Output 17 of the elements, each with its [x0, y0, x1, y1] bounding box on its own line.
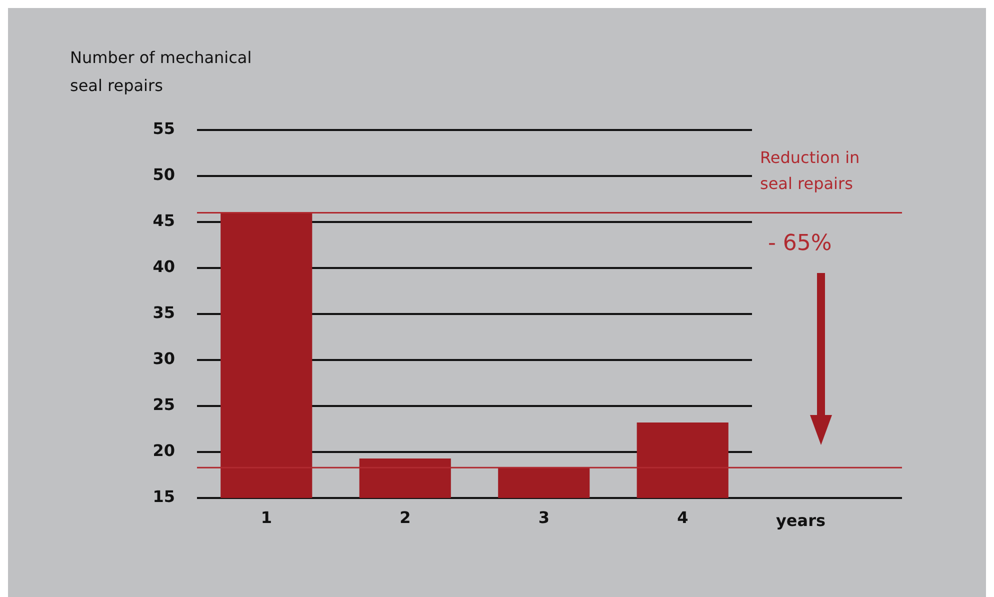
x-tick-label: 4: [677, 508, 688, 527]
x-tick-label: 3: [538, 508, 550, 527]
y-tick-label: 15: [152, 487, 175, 506]
y-tick-label: 20: [152, 441, 175, 460]
y-axis-title: Number of mechanical seal repairs: [70, 48, 252, 95]
x-axis-title: years: [776, 511, 826, 530]
y-tick-label: 30: [152, 349, 175, 368]
y-tick-label: 55: [152, 119, 175, 138]
x-tick-label: 1: [260, 508, 272, 527]
x-tick-label: 2: [400, 508, 411, 527]
y-tick-label: 35: [152, 303, 175, 322]
y-tick-label: 45: [152, 211, 175, 230]
y-tick-label: 50: [152, 165, 175, 184]
text: - 65%: [768, 231, 832, 256]
y-tick-label: 25: [152, 395, 175, 414]
y-tick-label: 40: [152, 257, 175, 276]
text: Reduction in seal repairs: [760, 148, 860, 193]
